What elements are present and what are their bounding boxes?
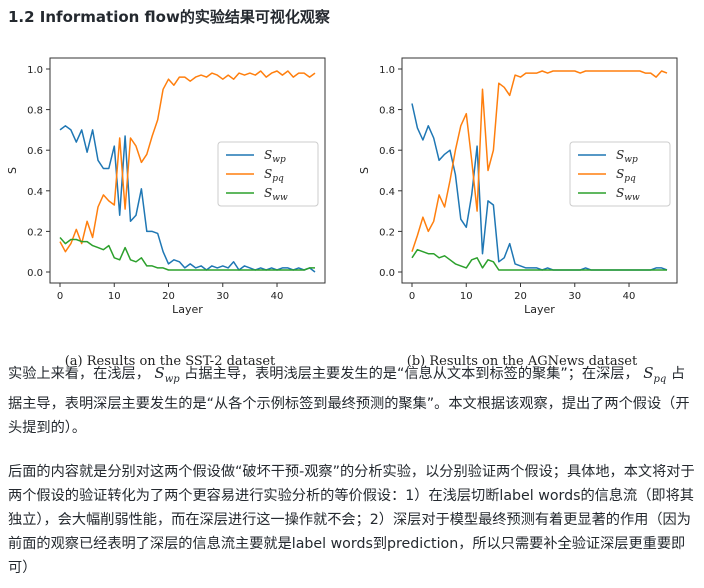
legend-entry: Swp [616,148,638,165]
legend-entry: Spq [616,167,636,184]
math-sub: pq [653,374,667,385]
legend-box [569,141,671,207]
x-tick-label: 30 [568,291,581,302]
legend-box [217,141,319,207]
math-base: S [154,364,165,382]
y-tick-label: 0.6 [379,146,395,157]
y-tick-label: 0.4 [379,187,395,198]
series-line-spq [59,70,316,253]
x-tick-label: 10 [108,291,121,302]
x-axis-label: Layer [524,303,555,316]
paragraph-experiment: 后面的内容就是分别对这两个假设做“破坏干预-观察”的分析实验，以分别验证两个假设… [8,464,695,576]
paragraph-text: 占据主导，表明深层主要发生的是“从各个示例标签到最终预测的聚集”。本文根据该观察… [8,366,690,436]
math-swp: Swp [154,364,180,385]
y-tick-label: 0.0 [379,268,395,279]
math-sub: wp [164,374,180,385]
y-tick-label: 0.2 [379,227,395,238]
x-tick-label: 20 [514,291,527,302]
figure-agnews: 0.0 0.2 0.4 0.6 0.8 1.0 0 10 20 30 40 Layer S Swp Spq S… [352,38,692,369]
y-tick-label: 0.8 [379,106,395,117]
math-spq: Spq [643,364,667,385]
figure-sst2: 0.0 0.2 0.4 0.6 0.8 1.0 0 10 20 30 40 Layer S Swp Spq S… [0,38,340,369]
series-line-swp [59,125,316,273]
y-tick-label: 1.0 [379,65,395,76]
paragraph-text: 占据主导，表明浅层主要发生的是“信息从文本到标签的聚集”；在深层， [184,366,639,382]
x-tick-label: 40 [623,291,636,302]
legend-entry: Sww [616,186,640,203]
legend-entry: Sww [264,186,288,203]
plot-frame [401,57,678,284]
y-tick-label: 1.0 [27,65,43,76]
series-line-sww [411,248,667,271]
y-tick-label: 0.2 [27,227,43,238]
x-axis-label: Layer [172,303,203,316]
x-tick-label: 20 [162,291,175,302]
y-tick-label: 0.6 [27,146,43,157]
plot-frame [49,57,326,284]
paragraph-observation: 实验上来看，在浅层， Swp 占据主导，表明浅层主要发生的是“信息从文本到标签的… [8,361,698,440]
y-tick-label: 0.4 [27,187,43,198]
y-tick-label: 0.0 [27,268,43,279]
chart-sst2: 0.0 0.2 0.4 0.6 0.8 1.0 0 10 20 30 40 Layer S Swp Spq S… [6,57,326,316]
x-tick-label: 10 [460,291,473,302]
paragraph-text: 实验上来看，在浅层， [8,366,150,382]
x-tick-label: 40 [271,291,284,302]
math-base: S [643,364,654,382]
x-tick-label: 0 [409,291,415,302]
x-tick-label: 30 [216,291,229,302]
y-axis-label: S [358,167,371,174]
chart-agnews: 0.0 0.2 0.4 0.6 0.8 1.0 0 10 20 30 40 Layer S Swp Spq S… [358,57,678,316]
y-tick-label: 0.8 [27,106,43,117]
series-line-spq [411,70,668,252]
caption-agnews: (b) Results on the AGNews dataset [406,354,638,369]
series-line-sww [59,237,315,271]
x-tick-label: 0 [57,291,63,302]
legend-entry: Swp [264,148,286,165]
legend-entry: Spq [264,167,284,184]
caption-sst2: (a) Results on the SST-2 dataset [64,354,276,369]
y-axis-label: S [6,167,19,174]
section-heading: 1.2 Information flow的实验结果可视化观察 [8,8,330,26]
